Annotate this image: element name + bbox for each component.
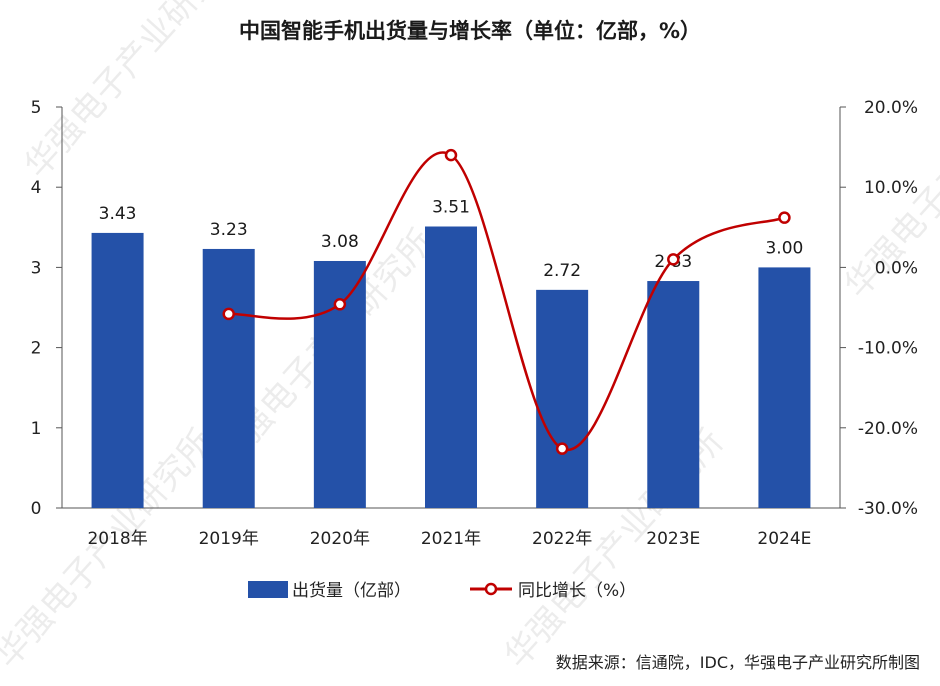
right-tick-label: -30.0% <box>858 499 918 519</box>
bar-data-label: 3.51 <box>432 197 470 217</box>
growth-point <box>555 442 569 455</box>
category-labels: 2018年 2019年 2020年 2021年 2022年 2023E 2024E <box>87 529 811 549</box>
category-label: 2024E <box>757 529 811 549</box>
right-tick-label: -20.0% <box>858 419 918 439</box>
source-note: 数据来源：信通院，IDC，华强电子产业研究所制图 <box>556 653 920 672</box>
legend-line-label: 同比增长（%） <box>518 581 636 601</box>
bar <box>313 260 366 508</box>
right-axis-ticks: -30.0% -20.0% -10.0% 0.0% 10.0% 20.0% <box>840 98 918 519</box>
right-tick-label: 10.0% <box>864 178 918 198</box>
bar <box>425 226 477 509</box>
bar <box>202 248 255 509</box>
left-tick-label: 2 <box>31 339 42 359</box>
svg-text:华强电子产业研究所: 华强电子产业研究所 <box>17 0 251 186</box>
bar <box>91 232 144 508</box>
legend: 出货量（亿部） 同比增长（%） <box>248 581 636 601</box>
left-tick-label: 4 <box>31 178 42 198</box>
category-label: 2021年 <box>421 529 481 549</box>
left-axis-ticks: 0 1 2 3 4 5 <box>31 98 62 519</box>
line-series <box>222 148 791 455</box>
growth-point <box>222 307 235 321</box>
growth-line <box>228 151 785 452</box>
legend-bar-label: 出货量（亿部） <box>292 581 411 601</box>
left-tick-label: 1 <box>31 419 42 439</box>
category-label: 2019年 <box>199 529 259 549</box>
growth-point <box>333 298 347 311</box>
chart-title: 中国智能手机出货量与增长率（单位：亿部，%） <box>239 19 701 43</box>
category-label: 2020年 <box>310 529 370 549</box>
bar-data-label: 3.08 <box>321 232 359 252</box>
bar-data-label: 3.43 <box>99 204 137 224</box>
right-tick-label: -10.0% <box>858 339 918 359</box>
legend-line-marker <box>484 582 498 596</box>
bar <box>647 281 700 508</box>
bar-data-label: 2.72 <box>543 261 581 281</box>
right-tick-label: 0.0% <box>875 258 918 278</box>
legend-bar-swatch <box>248 581 288 598</box>
bar-series <box>91 226 811 509</box>
left-tick-label: 5 <box>31 98 42 118</box>
growth-point <box>667 253 680 266</box>
bar <box>758 267 811 508</box>
right-tick-label: 20.0% <box>864 98 918 118</box>
category-label: 2022年 <box>532 529 592 549</box>
bar-data-label: 3.23 <box>210 220 248 240</box>
bar <box>536 289 589 508</box>
left-tick-label: 3 <box>31 258 42 278</box>
growth-point <box>444 148 458 162</box>
left-tick-label: 0 <box>31 499 42 519</box>
category-label: 2023E <box>646 529 700 549</box>
growth-point <box>778 211 791 224</box>
bar-data-label: 3.00 <box>765 238 803 258</box>
category-label: 2018年 <box>87 529 147 549</box>
